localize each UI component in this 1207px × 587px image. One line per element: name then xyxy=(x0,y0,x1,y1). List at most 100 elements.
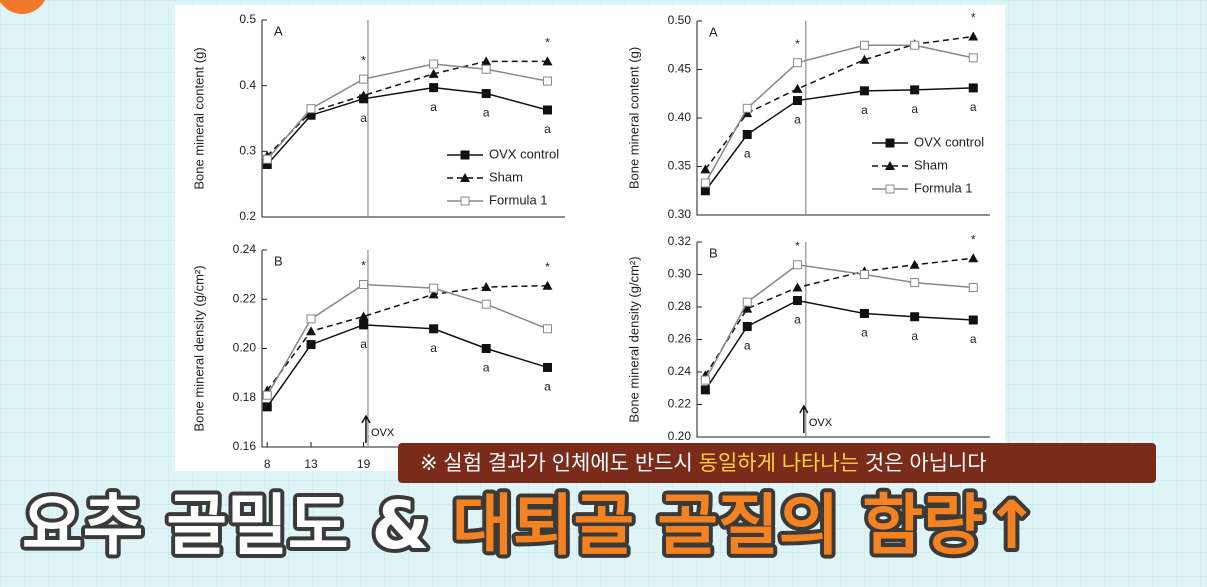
significance-mark: * xyxy=(545,36,550,50)
significance-mark: a xyxy=(430,100,437,114)
marker xyxy=(910,278,920,288)
marker xyxy=(306,326,317,336)
significance-mark: * xyxy=(971,232,976,246)
figure-panel xyxy=(175,5,1005,471)
caption-part: ※ 실험 결과가 인체에도 반드시 동일하게 나타나는 것은 아닙니다 xyxy=(420,452,987,475)
ovx-arrow xyxy=(799,404,809,433)
series-line xyxy=(266,283,548,396)
significance-mark: * xyxy=(361,53,366,67)
significance-mark: a xyxy=(544,380,551,394)
y-tick-label: 0.30 xyxy=(668,267,692,281)
legend-label: Sham xyxy=(489,169,523,184)
ovx-label: OVX xyxy=(371,427,395,439)
legend-label: Formula 1 xyxy=(914,180,973,195)
y-tick-label: 0.22 xyxy=(233,291,257,305)
legend-marker xyxy=(885,138,895,148)
marker xyxy=(542,280,553,290)
caption-text: 것은 아닙니다 xyxy=(865,452,987,475)
significance-mark: a xyxy=(744,147,751,161)
marker xyxy=(968,315,978,325)
marker xyxy=(742,322,752,331)
marker xyxy=(359,279,369,289)
headline-text: 요추 골밀도 & 대퇴골 골질의 함량↑ xyxy=(22,487,1039,564)
marker xyxy=(306,314,316,324)
legend-marker xyxy=(885,161,895,170)
marker xyxy=(968,53,978,63)
marker xyxy=(910,312,920,322)
caption-text: ※ 실험 결과가 인체에도 반드시 xyxy=(420,452,693,475)
series-line xyxy=(266,324,548,408)
y-tick-label: 0.5 xyxy=(239,12,256,26)
marker xyxy=(792,96,802,106)
x-tick-label: 19 xyxy=(357,457,371,471)
significance-mark: * xyxy=(545,260,550,274)
y-tick-label: 0.16 xyxy=(233,439,257,453)
legend-marker xyxy=(885,184,895,194)
significance-mark: a xyxy=(970,100,977,114)
significance-mark: a xyxy=(483,361,490,375)
legend-label: OVX control xyxy=(914,134,984,149)
marker xyxy=(428,289,439,299)
legend-label: OVX control xyxy=(489,146,559,161)
marker xyxy=(359,320,369,330)
marker xyxy=(859,86,869,96)
marker xyxy=(700,375,710,385)
y-axis-label: Bone mineral content (g) xyxy=(191,47,206,189)
significance-mark: * xyxy=(795,37,800,51)
marker xyxy=(542,76,552,86)
y-tick-label: 0.20 xyxy=(233,341,257,355)
marker xyxy=(742,103,752,113)
marker xyxy=(481,281,492,291)
marker xyxy=(262,402,272,412)
panel-label: A xyxy=(274,23,283,38)
series-line xyxy=(704,35,974,170)
legend-marker xyxy=(460,173,470,182)
significance-mark: a xyxy=(360,337,367,351)
marker xyxy=(700,164,711,174)
marker xyxy=(262,154,272,164)
series-line xyxy=(266,284,548,391)
marker xyxy=(429,324,439,334)
marker xyxy=(306,104,316,114)
significance-mark: a xyxy=(911,329,918,343)
marker xyxy=(859,54,870,64)
significance-mark: a xyxy=(430,341,437,355)
y-tick-label: 0.4 xyxy=(239,78,256,92)
marker xyxy=(968,31,979,41)
y-tick-label: 0.22 xyxy=(668,397,692,411)
marker xyxy=(542,105,552,115)
y-axis-label: Bone mineral density (g/cm²) xyxy=(191,265,206,431)
marker xyxy=(742,129,752,139)
marker xyxy=(481,299,491,309)
significance-mark: a xyxy=(794,113,801,127)
marker xyxy=(359,74,369,84)
significance-mark: a xyxy=(744,339,751,353)
series-line xyxy=(704,299,974,391)
y-tick-label: 0.50 xyxy=(668,13,692,27)
marker xyxy=(542,362,552,372)
panel-label: B xyxy=(274,253,283,268)
marker xyxy=(542,324,552,334)
y-axis-label: Bone mineral content (g) xyxy=(626,47,641,189)
significance-mark: a xyxy=(483,106,490,120)
y-tick-label: 0.30 xyxy=(668,207,692,221)
marker xyxy=(792,58,802,68)
marker xyxy=(429,283,439,293)
y-tick-label: 0.18 xyxy=(233,390,257,404)
y-tick-label: 0.40 xyxy=(668,110,692,124)
y-tick-label: 0.35 xyxy=(668,159,692,173)
series-line xyxy=(704,263,974,381)
marker xyxy=(306,340,316,350)
y-tick-label: 0.28 xyxy=(668,299,692,313)
marker xyxy=(968,283,978,292)
marker xyxy=(358,311,369,321)
y-tick-label: 0.32 xyxy=(668,234,692,248)
marker xyxy=(792,282,803,292)
significance-mark: a xyxy=(360,111,367,125)
panel-label: A xyxy=(709,24,718,39)
significance-mark: a xyxy=(861,326,868,340)
significance-mark: a xyxy=(544,122,551,136)
marker xyxy=(481,56,492,66)
marker xyxy=(910,85,920,95)
caption-banner xyxy=(398,443,1156,483)
